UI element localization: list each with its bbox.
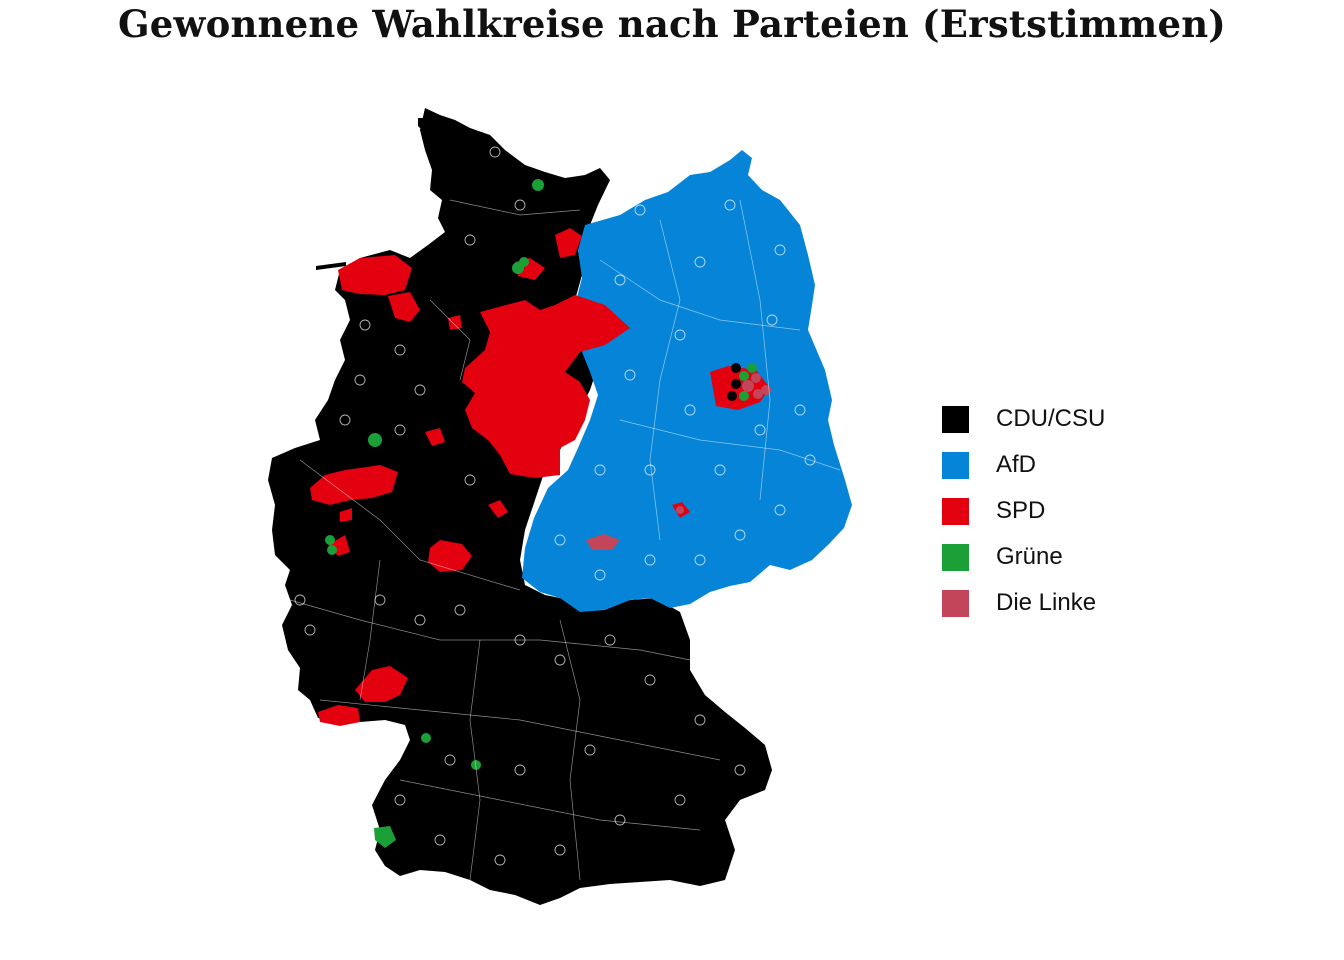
region-islands	[316, 118, 436, 270]
region-gruene	[325, 179, 757, 848]
legend-swatch	[942, 589, 969, 617]
constituency-markers	[294, 146, 816, 866]
legend-item-spd: SPD	[942, 488, 1105, 534]
legend-swatch	[942, 543, 969, 571]
legend-label: SPD	[996, 497, 1046, 524]
legend-swatch	[942, 451, 969, 479]
legend-item-die-linke: Die Linke	[942, 580, 1105, 626]
region-spd	[310, 228, 770, 726]
legend-item-afd: AfD	[942, 442, 1105, 488]
legend-item-cdu-csu: CDU/CSU	[942, 396, 1105, 442]
legend-item-gruene: Grüne	[942, 534, 1105, 580]
map-title: Gewonnene Wahlkreise nach Parteien (Erst…	[117, 2, 1227, 46]
legend-swatch	[942, 405, 969, 433]
region-afd-east	[522, 150, 852, 612]
legend-label: CDU/CSU	[996, 405, 1106, 432]
legend-label: Die Linke	[996, 589, 1097, 616]
legend-swatch	[942, 497, 969, 525]
legend: CDU/CSU AfD SPD Grüne Die Linke	[942, 396, 1105, 626]
legend-label: Grüne	[996, 543, 1063, 570]
constituency-boundaries	[289, 199, 841, 881]
germany-map	[260, 95, 860, 915]
legend-label: AfD	[996, 451, 1037, 478]
region-cdu-berlin	[727, 363, 741, 401]
